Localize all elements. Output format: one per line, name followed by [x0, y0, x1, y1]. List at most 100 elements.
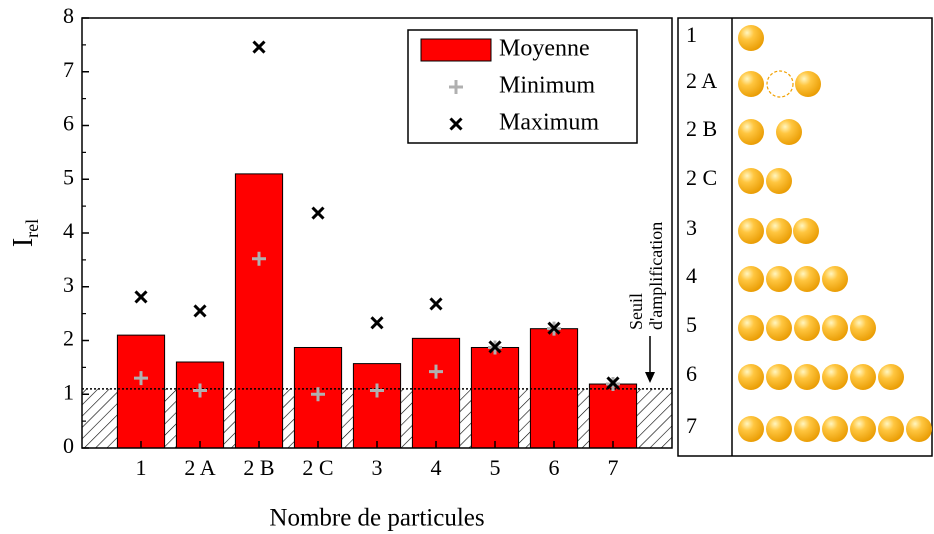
y-axis-label-sub: rel	[22, 219, 42, 238]
particle	[738, 364, 764, 390]
particle	[738, 218, 764, 244]
particle	[878, 364, 904, 390]
legend-marker	[449, 80, 463, 94]
x-tick-label: 5	[490, 455, 501, 480]
particle	[738, 416, 764, 442]
particle	[738, 266, 764, 292]
particle	[794, 416, 820, 442]
particle	[738, 168, 764, 194]
plus-marker	[429, 364, 443, 379]
row-label: 2 C	[686, 165, 717, 190]
particle	[850, 364, 876, 390]
x-tick-label: 2 C	[302, 455, 333, 480]
y-tick-label: 0	[63, 433, 74, 458]
particle	[794, 315, 820, 341]
bar	[116, 334, 166, 449]
x-tick-label: 1	[136, 455, 147, 480]
cross-marker	[193, 304, 207, 318]
missing-particle	[766, 70, 794, 98]
y-tick-label: 4	[63, 218, 74, 243]
particle	[766, 364, 792, 390]
particle	[822, 364, 848, 390]
y-tick-label: 1	[63, 379, 74, 404]
legend-marker	[449, 117, 463, 131]
annotation-arrowhead	[645, 372, 655, 383]
row-label: 7	[686, 413, 697, 438]
y-tick-label: 3	[63, 272, 74, 297]
y-tick-label: 8	[63, 3, 74, 28]
plus-marker	[311, 387, 325, 402]
particle	[738, 71, 764, 97]
row-label: 4	[686, 263, 697, 288]
cross-marker	[488, 340, 502, 354]
x-tick-label: 2 A	[184, 455, 215, 480]
particle	[766, 416, 792, 442]
y-tick-label: 2	[63, 326, 74, 351]
particle	[822, 416, 848, 442]
particle	[776, 119, 802, 145]
bar	[411, 337, 461, 449]
chart: 0 1 2 3 4 5 6 7 8 1 2 A 2 B 2 C 3 4 5 6 7 Nombre de partic…	[8, 3, 673, 532]
particle	[822, 315, 848, 341]
plus-marker	[193, 383, 207, 398]
plus-marker	[370, 383, 384, 398]
cross-marker	[429, 297, 443, 311]
bar	[234, 173, 284, 449]
plus-marker	[134, 371, 148, 386]
legend-label: Minimum	[499, 73, 595, 99]
annotation-text: Seuil	[626, 293, 646, 330]
particle	[766, 315, 792, 341]
particle	[766, 168, 792, 194]
particle	[738, 25, 764, 51]
cross-marker	[311, 206, 325, 220]
cross-marker	[134, 290, 148, 304]
row-label: 5	[686, 312, 697, 337]
row-label: 6	[686, 361, 697, 386]
bar	[470, 346, 520, 449]
y-axis-label-main: I	[8, 238, 39, 247]
x-axis-label: Nombre de particules	[269, 505, 484, 532]
particle	[850, 416, 876, 442]
table-frame	[677, 17, 933, 457]
y-axis-label: Irel	[8, 219, 42, 247]
annotation-text: d'amplification	[646, 222, 666, 330]
particle	[878, 416, 904, 442]
y-tick-label: 6	[63, 111, 74, 136]
legend-swatch	[420, 38, 492, 62]
y-tick-label: 5	[63, 164, 74, 189]
particle	[794, 364, 820, 390]
bar	[588, 383, 638, 449]
bar	[175, 361, 225, 449]
particle	[795, 71, 821, 97]
particle	[906, 416, 932, 442]
legend-label: Moyenne	[499, 36, 590, 62]
particle	[794, 266, 820, 292]
particle	[850, 315, 876, 341]
particle-table: 1 2 A 2 B 2 C 3 4 5 6 7	[677, 17, 933, 457]
x-tick-label: 4	[431, 455, 442, 480]
particle	[738, 119, 764, 145]
particle	[822, 266, 848, 292]
cross-marker	[547, 321, 561, 335]
particle	[738, 315, 764, 341]
particle	[793, 218, 819, 244]
particle	[766, 218, 792, 244]
legend: Moyenne Minimum Maximum	[407, 29, 638, 144]
x-tick-label: 7	[608, 455, 619, 480]
cross-marker	[370, 316, 384, 330]
x-tick-label: 2 B	[243, 455, 274, 480]
y-tick-label: 7	[63, 57, 74, 82]
row-label: 1	[686, 22, 697, 47]
row-label: 2 A	[686, 68, 717, 93]
bar	[352, 363, 402, 449]
x-tick-label: 3	[372, 455, 383, 480]
x-tick-label: 6	[549, 455, 560, 480]
particle	[766, 266, 792, 292]
legend-label: Maximum	[499, 110, 599, 136]
plus-marker	[252, 251, 266, 266]
row-label: 3	[686, 215, 697, 240]
cross-marker	[606, 376, 620, 390]
cross-marker	[252, 40, 266, 54]
row-label: 2 B	[686, 116, 717, 141]
